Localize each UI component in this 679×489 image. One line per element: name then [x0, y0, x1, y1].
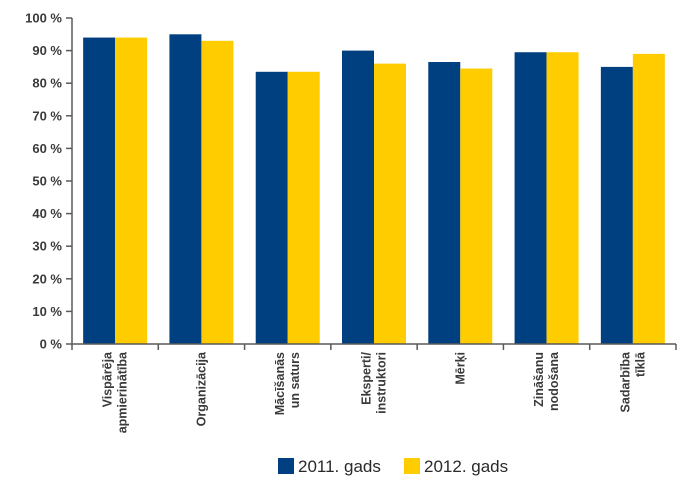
y-tick-label: 30 %: [32, 239, 62, 254]
x-tick-label-line: un saturs: [288, 352, 302, 408]
x-tick-label: Sadarbība tīklā: [618, 351, 647, 412]
bar-series2-6: [632, 53, 665, 345]
x-axis-ticks: Vispārēja apmierinātība Organizācija Mācīša…: [71, 344, 677, 433]
bar-series2-3: [374, 63, 406, 344]
legend: 2011. gads 2012. gads: [278, 457, 508, 476]
x-tick-label: Zināšanu nodošana: [532, 351, 561, 411]
bar-series2-0: [115, 37, 148, 345]
legend-label: 2012. gads: [424, 457, 508, 476]
y-axis-ticks: 0 % 10 % 20 % 30 % 40 % 50 % 60 % 70 % 80 % 90 % 1…: [25, 11, 72, 352]
x-tick-label-line: Eksperti/: [360, 351, 374, 404]
legend-swatch: [278, 458, 294, 474]
legend-label: 2011. gads: [298, 457, 381, 476]
y-tick-label: 0 %: [40, 337, 63, 352]
y-tick-label: 70 %: [32, 108, 62, 123]
bar-series1-2: [255, 71, 288, 344]
x-tick-label-line: Organizācija: [194, 351, 208, 426]
x-tick-label: Organizācija: [194, 351, 208, 426]
bar-series1-0: [83, 37, 116, 345]
y-tick-label: 100 %: [25, 11, 62, 26]
y-tick-label: 60 %: [32, 141, 62, 156]
x-tick-label: Mācīšanās un saturs: [273, 352, 302, 415]
x-tick-label-line: Zināšanu: [532, 352, 546, 407]
x-tick-label-line: apmierinātība: [116, 351, 130, 433]
x-tick-label-line: instruktori: [375, 352, 389, 414]
x-tick-label-line: nodošana: [547, 351, 561, 411]
bar-series1-5: [514, 52, 547, 344]
x-tick-label: Mērķi: [453, 352, 467, 385]
x-tick-label-line: Mācīšanās: [273, 352, 287, 415]
x-tick-label-line: Vispārēja: [101, 351, 115, 407]
x-tick-label-line: Mērķi: [453, 352, 467, 385]
x-tick-label-line: Sadarbība: [618, 351, 632, 412]
bars-group: [83, 34, 665, 345]
y-tick-label: 40 %: [32, 206, 62, 221]
x-tick-label: Vispārēja apmierinātība: [101, 351, 130, 433]
y-tick-label: 50 %: [32, 174, 62, 189]
y-tick-label: 20 %: [32, 271, 62, 286]
bar-series1-1: [169, 34, 202, 345]
x-tick-label: Eksperti/instruktori: [360, 351, 389, 413]
y-tick-label: 10 %: [32, 304, 62, 319]
y-tick-label: 90 %: [32, 43, 62, 58]
bar-series1-4: [428, 62, 461, 344]
bar-series2-5: [546, 52, 579, 344]
x-tick-label-line: tīklā: [633, 351, 647, 377]
bar-series2-4: [460, 68, 493, 344]
legend-swatch: [404, 458, 420, 474]
bar-series2-1: [201, 40, 234, 344]
bar-series1-6: [600, 66, 633, 345]
y-tick-label: 80 %: [32, 76, 62, 91]
bar-series2-2: [287, 71, 320, 344]
bar-series1-3: [342, 50, 374, 344]
